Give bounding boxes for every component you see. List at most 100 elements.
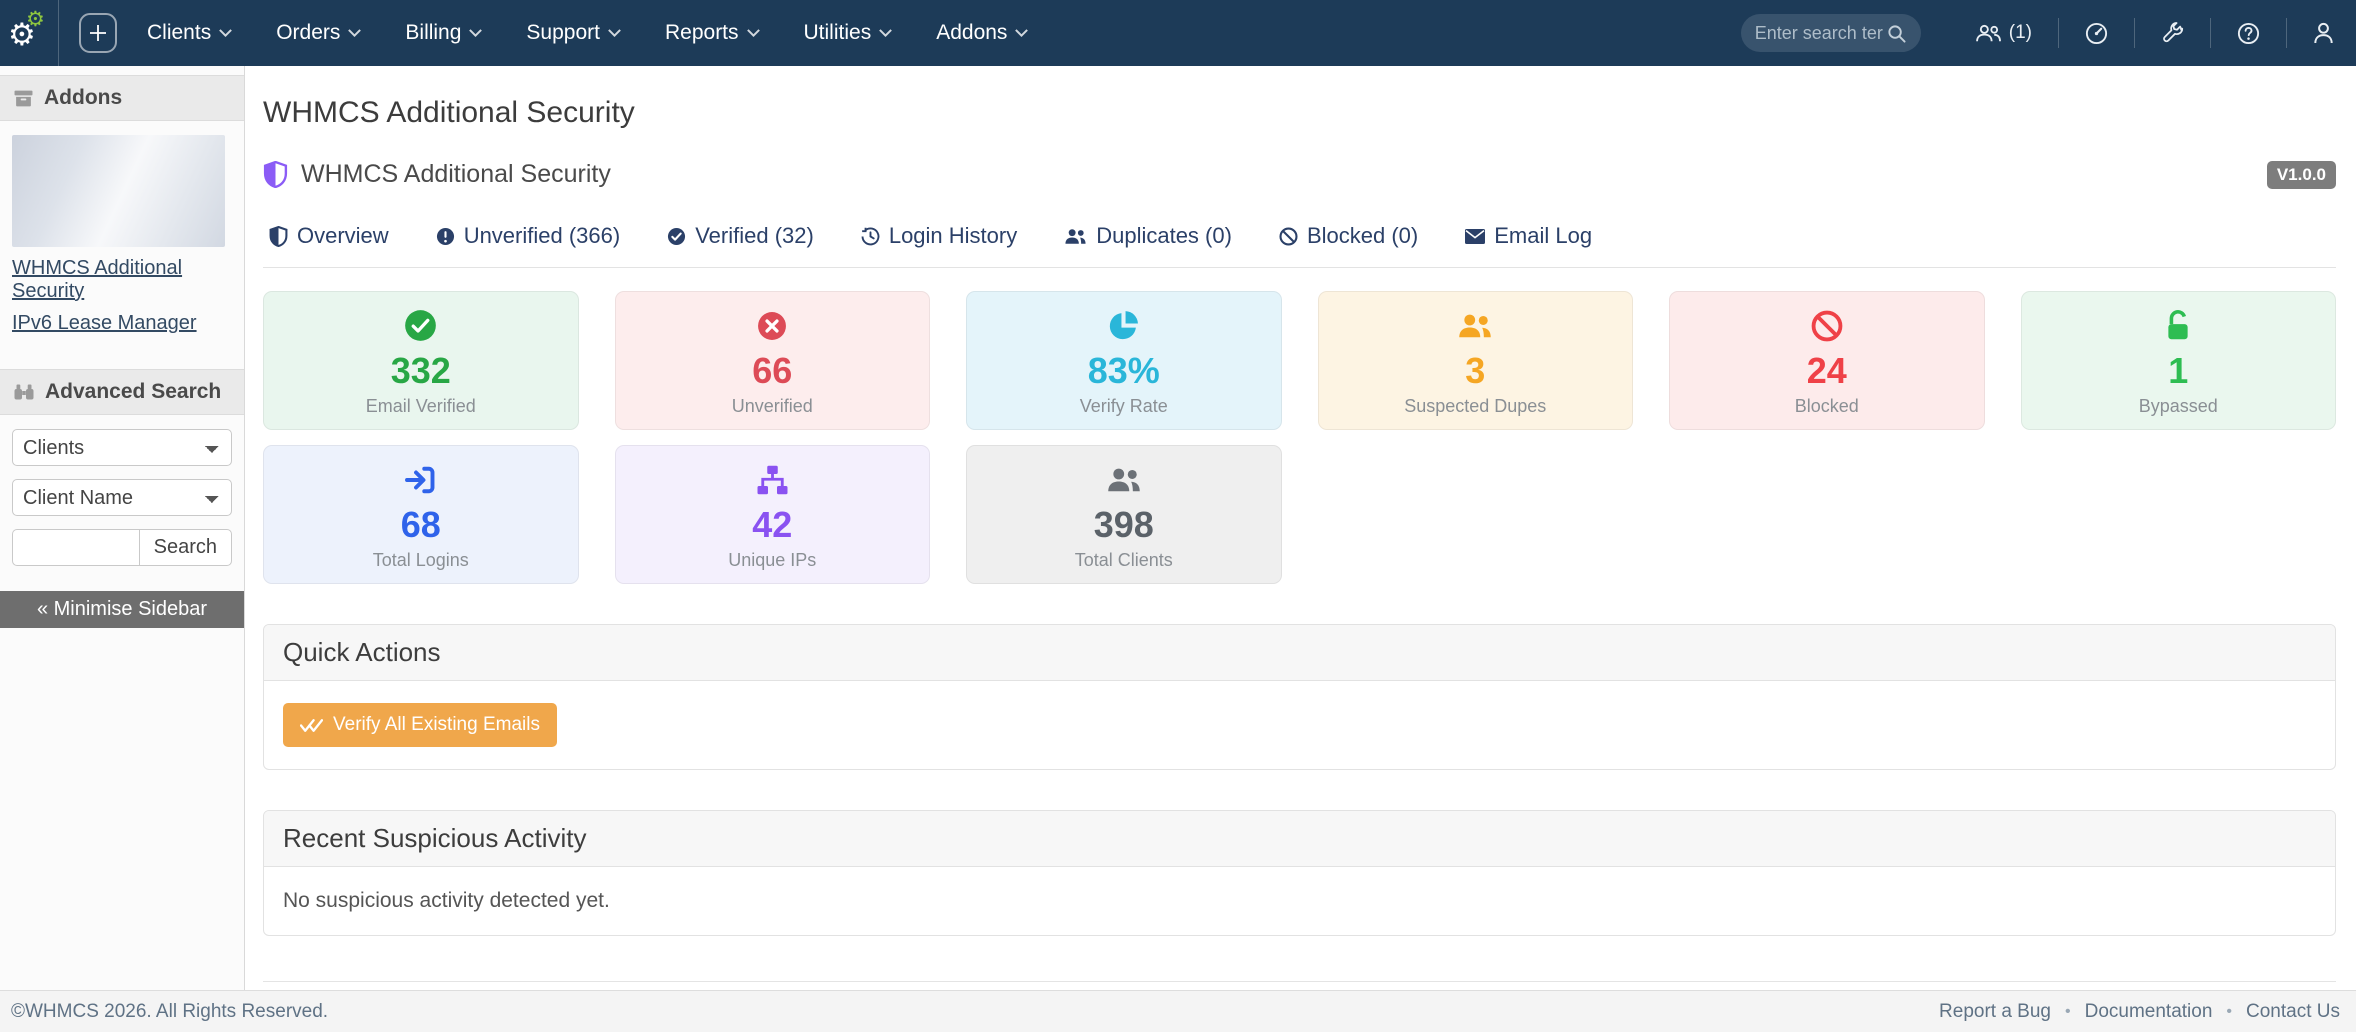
icon-separator: [2210, 18, 2211, 48]
whmcs-logo-icon[interactable]: ⚙ ⚙: [0, 0, 58, 66]
stat-card-verify-rate: 83% Verify Rate: [966, 291, 1282, 430]
sidebar-search-button[interactable]: Search: [138, 529, 232, 566]
sidebar-addons-header: Addons: [0, 75, 244, 121]
report-a-bug-link[interactable]: Report a Bug: [1939, 1000, 2051, 1022]
users-icon: [1064, 228, 1087, 245]
advanced-search-body: Clients Client Name Search: [0, 415, 244, 566]
icon-separator: [2286, 18, 2287, 48]
help-button[interactable]: [2211, 22, 2286, 45]
menu-billing[interactable]: Billing: [405, 21, 483, 45]
admins-online-button[interactable]: (1): [1949, 22, 2058, 44]
stat-label: Unique IPs: [728, 550, 817, 571]
stat-label: Unverified: [731, 396, 813, 417]
tab-verified[interactable]: Verified (32): [667, 223, 814, 249]
dot-separator: •: [2065, 1002, 2071, 1020]
check-circle-icon: [667, 227, 686, 246]
tab-duplicates[interactable]: Duplicates (0): [1064, 223, 1232, 249]
gear-green-icon: ⚙: [26, 7, 45, 31]
stat-label: Total Clients: [1074, 550, 1173, 571]
shield-icon: [263, 161, 288, 188]
global-search-input[interactable]: [1754, 22, 1883, 44]
wrench-icon: [2163, 21, 2184, 42]
sitemap-icon: [756, 462, 789, 498]
stat-label: Verify Rate: [1079, 396, 1168, 417]
quick-actions-panel: Quick Actions Verify All Existing Emails: [263, 624, 2336, 770]
tab-email-log[interactable]: Email Log: [1465, 223, 1592, 249]
search-type-select[interactable]: Clients: [12, 429, 232, 466]
menu-utilities[interactable]: Utilities: [804, 21, 893, 45]
stat-value: 3: [1465, 349, 1486, 391]
tab-overview[interactable]: Overview: [269, 223, 389, 249]
exclamation-circle-icon: [436, 227, 455, 246]
user-icon: [2314, 22, 2333, 44]
stat-card-blocked: 24 Blocked: [1669, 291, 1985, 430]
unlock-icon: [2164, 308, 2192, 344]
stat-value: 24: [1806, 349, 1847, 391]
stat-card-bypassed: 1 Bypassed: [2020, 291, 2336, 430]
chevron-down-icon: [348, 23, 362, 37]
bottom-bar: ©WHMCS 2026. All Rights Reserved. Report…: [0, 990, 2356, 1032]
tab-unverified[interactable]: Unverified (366): [436, 223, 620, 249]
tab-blocked[interactable]: Blocked (0): [1279, 223, 1418, 249]
quick-actions-title: Quick Actions: [264, 625, 2335, 681]
module-title: WHMCS Additional Security: [301, 160, 611, 188]
sidebar-search-input[interactable]: [12, 529, 139, 566]
menu-orders[interactable]: Orders: [276, 21, 362, 45]
menu-reports[interactable]: Reports: [665, 21, 760, 45]
plus-icon: [90, 25, 106, 41]
ban-icon: [1811, 308, 1843, 344]
envelope-icon: [1465, 228, 1486, 244]
stat-value: 1: [2168, 349, 2189, 391]
module-tabs: Overview Unverified (366) Verified (32) …: [263, 223, 2336, 268]
quick-create-button[interactable]: [79, 13, 117, 53]
system-health-button[interactable]: [2059, 22, 2134, 45]
main-content: WHMCS Additional Security WHMCS Addition…: [245, 66, 2356, 990]
documentation-link[interactable]: Documentation: [2084, 1000, 2213, 1022]
version-badge: V1.0.0: [2266, 160, 2336, 189]
sidebar-advanced-search-header: Advanced Search: [0, 369, 244, 415]
dot-separator: •: [2226, 1002, 2233, 1020]
account-button[interactable]: [2287, 22, 2334, 44]
users-icon: [1106, 462, 1142, 498]
menu-clients[interactable]: Clients: [147, 21, 233, 45]
chevron-down-icon: [219, 23, 233, 37]
stat-value: 398: [1093, 503, 1154, 545]
sidebar-link-whmcs-additional-security[interactable]: WHMCS Additional Security: [12, 257, 183, 302]
contact-us-link[interactable]: Contact Us: [2246, 1000, 2340, 1022]
minimise-sidebar-button[interactable]: « Minimise Sidebar: [0, 591, 244, 628]
stat-value: 83%: [1087, 349, 1160, 391]
gauge-icon: [2085, 22, 2108, 44]
search-icon[interactable]: [1887, 24, 1906, 43]
stat-label: Blocked: [1794, 396, 1859, 417]
recent-activity-title: Recent Suspicious Activity: [264, 811, 2335, 867]
navbar-right: (1): [1740, 14, 2356, 52]
navbar-divider: [58, 0, 59, 66]
stat-card-suspected-dupes: 3 Suspected Dupes: [1317, 291, 1633, 430]
page-title: WHMCS Additional Security: [263, 96, 635, 129]
sidebar-search-group: Search: [12, 529, 232, 566]
binoculars-icon: [14, 384, 34, 400]
x-circle-icon: [757, 308, 787, 344]
global-search[interactable]: [1740, 14, 1921, 52]
chevron-down-icon: [469, 23, 483, 37]
stat-label: Bypassed: [2138, 396, 2218, 417]
chevron-down-icon: [879, 23, 893, 37]
search-field-select[interactable]: Client Name: [12, 479, 232, 516]
stat-card-total-clients: 398 Total Clients: [966, 445, 1282, 584]
stat-value: 42: [752, 503, 793, 545]
top-navbar: ⚙ ⚙ Clients Orders Billing Support Repor…: [0, 0, 2356, 66]
chevron-down-icon: [746, 23, 760, 37]
copyright-text: ©WHMCS 2026. All Rights Reserved.: [11, 1000, 329, 1022]
verify-all-emails-button[interactable]: Verify All Existing Emails: [283, 703, 557, 747]
sidebar-link-ipv6-lease-manager[interactable]: IPv6 Lease Manager: [12, 312, 197, 334]
no-activity-message: No suspicious activity detected yet.: [283, 889, 610, 912]
menu-support[interactable]: Support: [526, 21, 621, 45]
menu-addons[interactable]: Addons: [936, 21, 1029, 45]
recent-activity-body: No suspicious activity detected yet.: [264, 867, 2335, 935]
footer-links: Report a Bug • Documentation • Contact U…: [1939, 1001, 2340, 1023]
pie-chart-icon: [1107, 308, 1140, 344]
settings-button[interactable]: [2135, 21, 2210, 45]
question-circle-icon: [2237, 22, 2260, 44]
tab-login-history[interactable]: Login History: [861, 223, 1017, 249]
stat-card-unique-ips: 42 Unique IPs: [614, 445, 930, 584]
